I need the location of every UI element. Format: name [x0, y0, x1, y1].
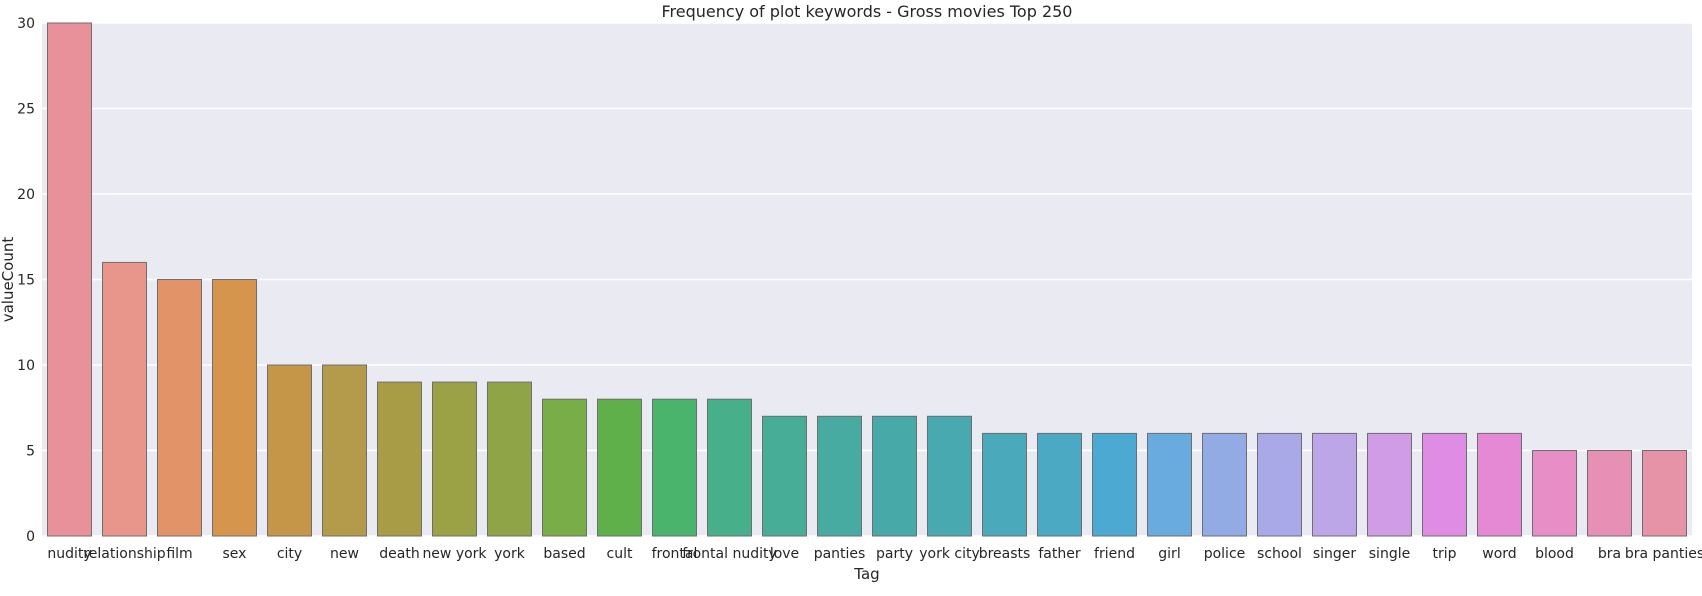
y-axis-ticks: 0 5 10 15 20 25 30	[17, 16, 35, 545]
chart-title: Frequency of plot keywords - Gross movie…	[662, 2, 1073, 21]
bar	[927, 415, 972, 537]
x-tick-label: word	[1482, 546, 1516, 562]
bar	[102, 261, 147, 537]
bars	[47, 22, 1687, 537]
bar	[1147, 432, 1192, 537]
x-tick-label: bra panties	[1625, 546, 1702, 562]
bar	[817, 415, 862, 537]
y-axis-label: valueCount	[0, 237, 17, 323]
x-tick-label: death	[379, 546, 419, 562]
x-tick-label: york city	[919, 546, 980, 562]
x-tick-label: panties	[814, 546, 866, 562]
y-tick-label: 20	[17, 187, 35, 203]
bar	[1477, 432, 1522, 537]
bar	[487, 381, 532, 537]
bar	[542, 398, 587, 537]
bar	[1642, 450, 1687, 537]
x-tick-label: relationship	[83, 546, 165, 562]
bar	[1367, 432, 1412, 537]
x-tick-label: frontal	[652, 546, 698, 562]
bar	[1422, 432, 1467, 537]
x-tick-label: new	[330, 546, 359, 562]
y-tick-label: 25	[17, 102, 35, 118]
x-tick-label: breasts	[979, 546, 1031, 562]
x-tick-label: school	[1257, 546, 1302, 562]
bar	[432, 381, 477, 537]
x-tick-label: party	[876, 546, 913, 562]
gridlines	[42, 22, 1692, 537]
x-tick-label: new york	[422, 546, 487, 562]
x-tick-label: love	[770, 546, 799, 562]
x-tick-label: based	[543, 546, 585, 562]
x-tick-label: bra	[1598, 546, 1621, 562]
bar	[762, 415, 807, 537]
x-tick-label: singer	[1313, 546, 1357, 562]
x-tick-label: cult	[607, 546, 633, 562]
x-tick-label: city	[277, 546, 302, 562]
x-tick-label: father	[1038, 546, 1080, 562]
x-tick-label: single	[1369, 546, 1410, 562]
bar	[267, 364, 312, 537]
bar	[377, 381, 422, 537]
x-tick-label: film	[166, 546, 192, 562]
y-tick-label: 15	[17, 273, 35, 289]
x-tick-label: york	[494, 546, 526, 562]
bar	[707, 398, 752, 537]
x-tick-label: blood	[1535, 546, 1574, 562]
y-tick-label: 30	[17, 16, 35, 32]
bar	[1532, 450, 1577, 537]
y-tick-label: 0	[26, 529, 35, 545]
x-tick-label: police	[1204, 546, 1246, 562]
bar	[872, 415, 917, 537]
x-axis-label: Tag	[853, 565, 879, 583]
bar	[1037, 432, 1082, 537]
x-tick-label: frontal nudity	[682, 546, 777, 562]
bar	[1202, 432, 1247, 537]
bar	[982, 432, 1027, 537]
bar	[652, 398, 697, 537]
y-tick-label: 5	[26, 444, 35, 460]
bar	[1092, 432, 1137, 537]
bar	[1587, 450, 1632, 537]
bar	[157, 279, 202, 537]
bar	[1312, 432, 1357, 537]
x-tick-label: girl	[1158, 546, 1180, 562]
bar	[47, 22, 92, 537]
bar	[597, 398, 642, 537]
x-tick-label: nudity	[47, 546, 91, 562]
bar	[212, 279, 257, 537]
bar	[322, 364, 367, 537]
bar	[1257, 432, 1302, 537]
y-tick-label: 10	[17, 358, 35, 374]
x-tick-label: sex	[223, 546, 247, 562]
x-tick-label: friend	[1094, 546, 1135, 562]
x-tick-label: trip	[1432, 546, 1456, 562]
